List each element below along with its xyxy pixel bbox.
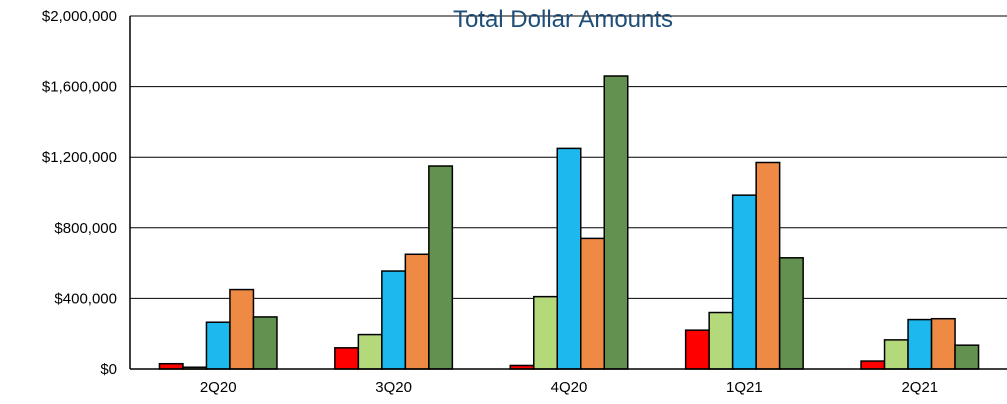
bar-2Q21-s1 <box>860 360 886 370</box>
bar-1Q21-s2 <box>708 311 734 370</box>
y-tick-label: $1,600,000 <box>42 79 117 96</box>
bar-2Q20-s5 <box>252 316 278 370</box>
x-tick-label: 2Q21 <box>901 379 938 396</box>
bar-2Q20-s3 <box>205 321 231 370</box>
bar-3Q20-s5 <box>428 165 454 370</box>
bar-1Q21-s3 <box>731 194 757 370</box>
x-tick-label: 1Q21 <box>726 379 763 396</box>
bars <box>158 75 980 370</box>
bar-4Q20-s2 <box>533 295 558 370</box>
bar-4Q20-s3 <box>556 147 582 370</box>
x-tick-label: 2Q20 <box>200 379 237 396</box>
x-tick-label: 4Q20 <box>551 379 588 396</box>
bar-2Q20-s1 <box>158 362 184 370</box>
x-tick-label: 3Q20 <box>375 379 412 396</box>
bar-1Q21-s1 <box>684 329 710 370</box>
bar-3Q20-s1 <box>334 347 360 370</box>
y-tick-label: $800,000 <box>54 220 117 237</box>
bar-3Q20-s2 <box>357 333 383 370</box>
bar-2Q21-s2 <box>883 339 909 370</box>
bar-3Q20-s4 <box>404 253 430 370</box>
bar-3Q20-s3 <box>381 270 407 370</box>
y-tick-label: $1,200,000 <box>42 149 117 166</box>
bar-1Q21-s5 <box>778 257 804 370</box>
bar-1Q21-s4 <box>755 161 781 370</box>
y-tick-label: $400,000 <box>54 290 117 307</box>
bar-2Q21-s5 <box>954 344 980 370</box>
y-tick-labels: $0 $400,000 $800,000 $1,200,000 $1,600,000 $2… <box>42 8 117 378</box>
chart-title: Total Dollar Amounts <box>453 6 673 33</box>
bar-2Q21-s3 <box>907 318 933 370</box>
x-tick-labels: 2Q20 3Q20 4Q20 1Q21 2Q21 <box>200 379 938 396</box>
bar-2Q21-s4 <box>930 317 956 370</box>
bar-4Q20-s4 <box>580 237 605 370</box>
bar-4Q20-s5 <box>603 75 629 370</box>
y-tick-label: $2,000,000 <box>42 8 117 25</box>
y-tick-label: $0 <box>100 361 117 378</box>
bar-2Q20-s4 <box>229 288 255 370</box>
